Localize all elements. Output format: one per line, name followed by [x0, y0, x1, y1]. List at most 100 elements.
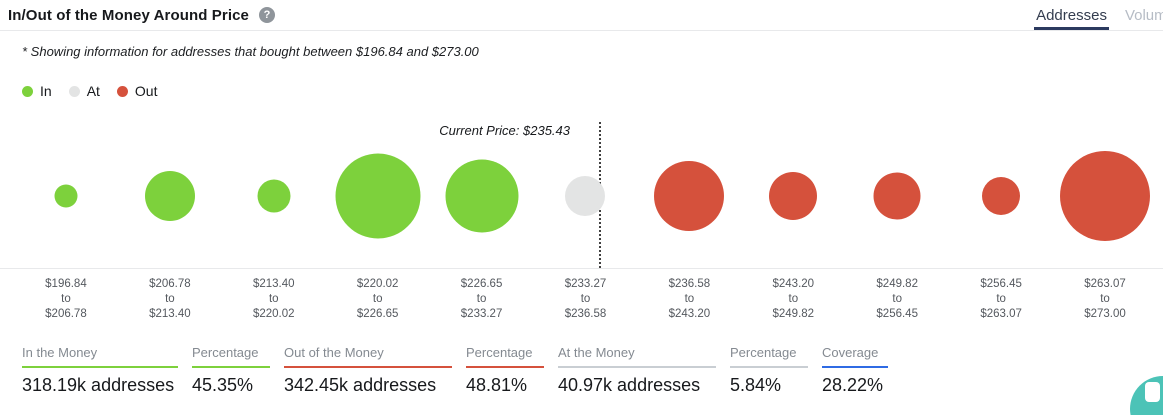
stat-label: Out of the Money [284, 345, 452, 368]
bubble-out[interactable] [769, 172, 818, 220]
widget-header: In/Out of the Money Around Price ? Addre… [0, 0, 1163, 31]
bubble-in[interactable] [144, 171, 195, 221]
legend-dot-at [68, 85, 80, 97]
x-axis-label: $249.82 to $256.45 [845, 277, 949, 322]
legend-label: Out [134, 83, 158, 99]
help-icon[interactable]: ? [258, 7, 275, 23]
bubble-column [845, 122, 949, 268]
bubble-column [118, 122, 222, 268]
subtitle: * Showing information for addresses that… [22, 44, 479, 59]
legend-dot-out [116, 85, 128, 97]
x-axis-label: $263.07 to $273.00 [1053, 277, 1157, 322]
x-axis-label: $233.27 to $236.58 [534, 277, 638, 322]
x-axis-label-line: to [580, 293, 591, 305]
x-axis-label-line: $236.58 [564, 308, 607, 320]
stats-row: In the Money 318.19k addresses Percentage 4… [22, 345, 1163, 396]
stat-value: 40.97k addresses [558, 375, 701, 395]
stat-out-of-the-money: Out of the Money 342.45k addresses [284, 345, 466, 396]
x-axis-label: $226.65 to $233.27 [430, 277, 534, 322]
x-axis-label-line: to [892, 293, 902, 305]
x-axis-label: $196.84 to $206.78 [14, 277, 118, 322]
x-axis-label: $220.02 to $226.65 [326, 277, 430, 322]
x-axis-label-line: to [684, 293, 695, 305]
x-axis-label-line: $243.20 [772, 278, 815, 290]
stat-value: 318.19k addresses [22, 375, 175, 395]
bubble-column [1053, 122, 1157, 268]
x-axis: $196.84 to $206.78 $206.78 to $213.40 $213.40 t… [0, 269, 1163, 322]
bubble-out[interactable] [982, 177, 1021, 215]
x-axis-label-line: $220.02 [252, 308, 295, 320]
stat-label: Coverage [822, 345, 888, 368]
x-axis-label-line: to [476, 293, 487, 305]
bubble-in[interactable] [54, 184, 78, 208]
x-axis-label-line: to [788, 293, 799, 305]
stat-label: Percentage [730, 345, 808, 368]
stat-label: In the Money [22, 345, 178, 368]
x-axis-label-line: to [372, 293, 383, 305]
bubble-column [326, 122, 430, 268]
bubble-out[interactable] [654, 161, 725, 231]
stat-value: 28.22% [822, 375, 884, 395]
x-axis-label-line: to [268, 293, 279, 305]
legend-item-out: Out [116, 83, 158, 99]
x-axis-label-line: $206.78 [149, 278, 191, 290]
x-axis-label-line: $256.45 [980, 278, 1022, 290]
x-axis-label-line: to [61, 293, 71, 305]
bubble-column [534, 122, 638, 268]
x-axis-label-line: $236.58 [668, 278, 711, 290]
stat-percentage: Percentage 5.84% [730, 345, 822, 396]
bubble-in[interactable] [257, 179, 291, 213]
page-title: In/Out of the Money Around Price [8, 6, 249, 24]
legend-dot-in [22, 85, 33, 97]
stat-value: 342.45k addresses [284, 375, 437, 395]
x-axis-label: $213.40 to $220.02 [222, 277, 326, 322]
tab-addresses[interactable]: Addresses [1034, 0, 1109, 30]
x-axis-label-line: $213.40 [149, 308, 191, 320]
tabs: Addresses Volume [1020, 0, 1163, 30]
stat-value: 45.35% [192, 375, 254, 395]
bubble-out[interactable] [1060, 151, 1151, 241]
x-axis-label-line: $226.65 [356, 308, 399, 320]
x-axis-label: $243.20 to $249.82 [741, 277, 845, 322]
x-axis-label-line: $196.84 [45, 278, 87, 290]
stat-label: At the Money [558, 345, 716, 368]
bubble-at[interactable] [565, 176, 606, 216]
x-axis-label: $236.58 to $243.20 [637, 277, 741, 322]
x-axis-label-line: $233.27 [564, 278, 607, 290]
x-axis-label-line: to [996, 293, 1006, 305]
x-axis-label-line: $226.65 [460, 278, 503, 290]
x-axis-label-line: $273.00 [1084, 308, 1126, 320]
bubble-out[interactable] [873, 172, 921, 220]
bubble-in[interactable] [445, 159, 519, 233]
stat-coverage: Coverage 28.22% [822, 345, 902, 396]
x-axis-label: $256.45 to $263.07 [949, 277, 1053, 322]
x-axis-label-line: $233.27 [460, 308, 503, 320]
stat-percentage: Percentage 48.81% [466, 345, 558, 396]
legend-item-in: In [22, 83, 52, 99]
x-axis-label-line: to [1100, 293, 1110, 305]
bubble-column [222, 122, 326, 268]
bubble-in[interactable] [335, 153, 421, 239]
stat-percentage: Percentage 45.35% [192, 345, 284, 396]
stat-value: 48.81% [466, 375, 528, 395]
x-axis-label-line: $263.07 [980, 308, 1022, 320]
legend-label: In [40, 83, 52, 99]
bubble-column [430, 122, 534, 268]
tab-volume[interactable]: Volume [1123, 0, 1163, 30]
x-axis-label-line: $249.82 [772, 308, 815, 320]
bubble-column [637, 122, 741, 268]
stat-label: Percentage [466, 345, 544, 368]
stat-in-the-money: In the Money 318.19k addresses [22, 345, 192, 396]
x-axis-label-line: to [165, 293, 175, 305]
x-axis-label-line: $256.45 [876, 308, 918, 320]
stat-label: Percentage [192, 345, 270, 368]
bubble-column [14, 122, 118, 268]
x-axis-label-line: $220.02 [356, 278, 399, 290]
x-axis-label-line: $243.20 [668, 308, 711, 320]
bubble-column [741, 122, 845, 268]
stat-value: 5.84% [730, 375, 782, 395]
plot-area: Current Price: $235.43 [0, 122, 1163, 269]
legend-item-at: At [68, 83, 100, 99]
legend: In At Out [22, 83, 1163, 99]
